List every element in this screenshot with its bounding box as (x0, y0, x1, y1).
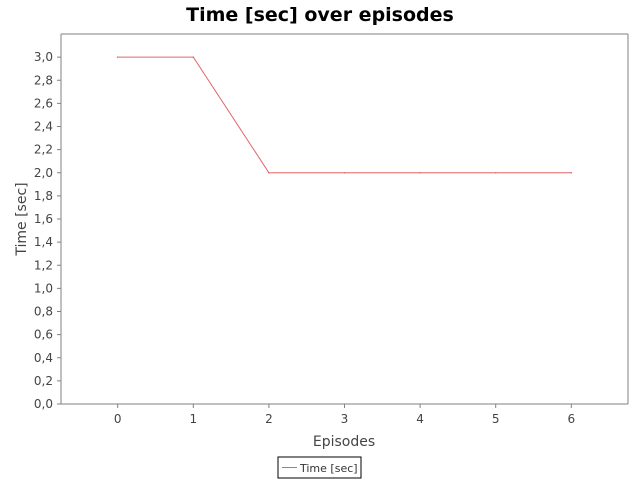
data-point (268, 171, 270, 174)
x-tick-label: 5 (492, 412, 500, 426)
x-axis-label: Episodes (313, 434, 375, 450)
series-group (116, 56, 573, 174)
data-point (116, 56, 119, 58)
y-tick-label: 1,6 (34, 212, 53, 226)
y-tick-label: 2,4 (34, 120, 53, 134)
data-point (419, 171, 421, 174)
data-point (494, 171, 497, 174)
y-tick-label: 0,2 (34, 374, 53, 388)
x-tick-label: 0 (114, 412, 122, 426)
data-point (343, 171, 346, 174)
x-axis-ticks: 0 1 2 3 4 5 6 (114, 404, 575, 426)
x-tick-label: 2 (265, 412, 273, 426)
y-tick-label: 1,0 (34, 281, 53, 295)
y-tick-label: 2,2 (34, 143, 53, 157)
legend-label: Time [sec] (299, 462, 358, 475)
y-tick-label: 0,0 (34, 397, 53, 411)
y-tick-label: 1,2 (34, 258, 53, 272)
x-tick-label: 4 (416, 412, 424, 426)
y-tick-label: 0,8 (34, 305, 53, 319)
legend: Time [sec] (277, 456, 362, 479)
y-tick-label: 2,8 (34, 73, 53, 87)
y-axis-label: Time [sec] (14, 182, 30, 256)
chart-title: Time [sec] over episodes (186, 4, 454, 26)
x-tick-label: 1 (189, 412, 197, 426)
y-tick-label: 1,4 (34, 235, 53, 249)
y-tick-label: 0,4 (34, 351, 53, 365)
data-point (192, 56, 195, 58)
x-tick-label: 3 (341, 412, 349, 426)
y-tick-label: 2,0 (34, 166, 53, 180)
y-axis-ticks: 0,0 0,2 0,4 0,6 0,8 1,0 1,2 1,4 1,6 1,8 2,0 2,2 2,4 2… (34, 50, 61, 411)
legend-box (277, 456, 362, 479)
plot-area (61, 34, 628, 404)
y-tick-label: 2,6 (34, 96, 53, 110)
y-tick-label: 1,8 (34, 189, 53, 203)
data-point (570, 171, 573, 174)
y-tick-label: 0,6 (34, 328, 53, 342)
y-tick-label: 3,0 (34, 50, 53, 64)
x-tick-label: 6 (567, 412, 575, 426)
